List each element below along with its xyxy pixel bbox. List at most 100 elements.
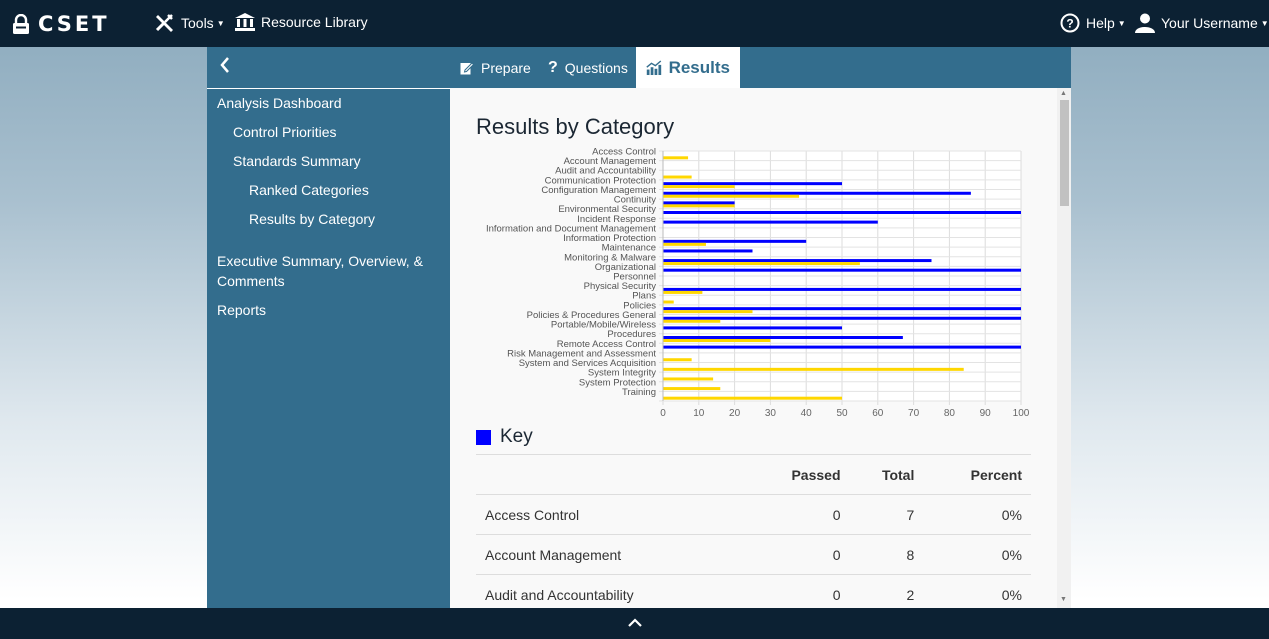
chart-bar-passed bbox=[663, 249, 753, 253]
user-menu[interactable]: Your Username ▼ bbox=[1135, 13, 1269, 33]
row-percent: 0% bbox=[923, 494, 1031, 535]
tab-prepare[interactable]: Prepare bbox=[460, 47, 531, 88]
chart-bar-passed bbox=[663, 239, 807, 243]
results-by-category-chart: 0 10 20 30 40 50 60 70 80 90 100 Access ControlAcco… bbox=[486, 148, 1030, 419]
logo-text: CSET bbox=[38, 11, 110, 36]
chart-x-tick-label: 100 bbox=[1013, 408, 1030, 419]
back-button[interactable] bbox=[219, 55, 231, 81]
chevron-up-icon bbox=[627, 617, 642, 627]
tab-questions[interactable]: ? Questions bbox=[548, 47, 628, 88]
chart-bar-passed bbox=[663, 191, 971, 195]
tools-icon bbox=[155, 14, 173, 32]
chart-category-label: Physical Security bbox=[584, 281, 657, 292]
chart-bar-overall bbox=[663, 204, 735, 208]
page-title: Results by Category bbox=[476, 114, 675, 139]
help-label: Help bbox=[1086, 15, 1115, 31]
results-table: Passed Total Percent Access Control 0 7 … bbox=[476, 454, 1031, 608]
tab-results-label: Results bbox=[668, 57, 730, 77]
chart-category-label: Monitoring & Malware bbox=[564, 252, 656, 263]
chart-category-label: Personnel bbox=[613, 272, 656, 283]
sidebar-item-control-priorities[interactable]: Control Priorities bbox=[233, 124, 337, 140]
help-menu[interactable]: ? Help ▼ bbox=[1060, 13, 1126, 33]
chart-category-label: Configuration Management bbox=[541, 185, 656, 196]
table-header-percent: Percent bbox=[923, 454, 1031, 495]
chart-category-label: Remote Access Control bbox=[557, 339, 656, 350]
chart-bar-passed bbox=[663, 211, 1021, 214]
chart-bar-overall bbox=[663, 310, 753, 314]
cset-logo[interactable]: CSET bbox=[12, 12, 110, 36]
chart-category-label: Maintenance bbox=[602, 243, 656, 254]
resource-library-label: Resource Library bbox=[261, 14, 368, 30]
row-category: Access Control bbox=[476, 494, 746, 535]
content-scrollbar[interactable]: ▲ ▼ bbox=[1057, 88, 1071, 608]
row-total: 7 bbox=[849, 494, 924, 535]
chart-bar-overall bbox=[663, 367, 964, 371]
sidebar-item-reports[interactable]: Reports bbox=[217, 302, 267, 318]
chart-category-label: Policies bbox=[623, 300, 656, 311]
chart-bar-overall bbox=[663, 319, 721, 323]
chart-category-label: Environmental Security bbox=[558, 204, 656, 215]
row-category: Account Management bbox=[476, 534, 746, 575]
chart-x-tick-label: 10 bbox=[693, 408, 705, 419]
chart-bar-overall bbox=[663, 396, 842, 400]
chart-bar-passed bbox=[663, 220, 878, 224]
table-header-passed: Passed bbox=[746, 454, 850, 495]
chart-icon bbox=[646, 59, 662, 75]
row-passed: 0 bbox=[746, 534, 850, 575]
resource-library-link[interactable]: Resource Library bbox=[235, 13, 368, 31]
tools-menu[interactable]: Tools ▼ bbox=[155, 13, 225, 33]
chart-bar-passed bbox=[663, 182, 842, 186]
chart-x-tick-label: 90 bbox=[980, 408, 992, 419]
chart-bar-overall bbox=[663, 387, 721, 391]
chart-bar-overall bbox=[663, 290, 703, 294]
scroll-up-arrow-icon[interactable]: ▲ bbox=[1060, 90, 1067, 97]
chart-bar-overall bbox=[663, 339, 771, 342]
chart-bar-passed bbox=[663, 307, 1021, 311]
sidebar-item-standards-summary[interactable]: Standards Summary bbox=[233, 153, 361, 169]
scroll-thumb[interactable] bbox=[1060, 100, 1069, 206]
row-percent: 0% bbox=[923, 574, 1031, 608]
expand-up-button[interactable] bbox=[627, 615, 643, 633]
row-passed: 0 bbox=[746, 494, 850, 535]
chart-bar-passed bbox=[663, 268, 1021, 272]
chart-bar-overall bbox=[663, 194, 800, 198]
main-container: Prepare ? Questions Results Analysis Das… bbox=[207, 47, 1071, 608]
chart-bar-passed bbox=[663, 336, 903, 339]
chart-category-label: Information and Document Management bbox=[486, 223, 656, 234]
chart-bar-overall bbox=[663, 185, 735, 189]
sidebar-item-results-by-category[interactable]: Results by Category bbox=[249, 211, 376, 227]
tab-results[interactable]: Results bbox=[636, 47, 740, 88]
sidebar-item-ranked-categories[interactable]: Ranked Categories bbox=[249, 182, 369, 198]
bottom-bar bbox=[0, 608, 1269, 639]
sidebar: Analysis Dashboard Control Priorities St… bbox=[207, 88, 450, 608]
key-swatch bbox=[476, 429, 491, 445]
chart-bar-passed bbox=[663, 259, 932, 263]
chevron-left-icon bbox=[220, 57, 229, 73]
username-label: Your Username bbox=[1161, 15, 1258, 31]
chart-category-label: System and Services Acquisition bbox=[519, 358, 656, 369]
sidebar-item-executive-summary-comments[interactable]: Comments bbox=[217, 273, 285, 289]
chart-category-label: Training bbox=[622, 387, 656, 398]
row-total: 2 bbox=[849, 574, 924, 608]
tab-bar: Prepare ? Questions Results bbox=[207, 47, 1071, 88]
key-legend: Key bbox=[476, 426, 533, 448]
chart-bar-passed bbox=[663, 345, 1021, 349]
chart-category-label: Portable/Mobile/Wireless bbox=[551, 320, 656, 331]
scroll-down-arrow-icon[interactable]: ▼ bbox=[1060, 596, 1067, 603]
chart-x-tick-label: 50 bbox=[836, 408, 848, 419]
chart-bar-overall bbox=[663, 300, 674, 304]
svg-text:?: ? bbox=[1066, 17, 1073, 31]
tab-prepare-label: Prepare bbox=[481, 59, 531, 76]
chart-category-label: Organizational bbox=[595, 262, 656, 273]
chart-x-tick-label: 30 bbox=[765, 408, 777, 419]
chart-bar-passed bbox=[663, 316, 1021, 320]
help-icon: ? bbox=[1060, 13, 1080, 33]
lock-icon bbox=[13, 13, 29, 34]
sidebar-item-executive-summary[interactable]: Executive Summary, Overview, & bbox=[217, 253, 423, 269]
chart-category-label: Audit and Accountability bbox=[555, 166, 656, 177]
sidebar-item-analysis-dashboard[interactable]: Analysis Dashboard bbox=[217, 95, 342, 111]
chart-bar-passed bbox=[663, 287, 1021, 291]
question-mark-icon: ? bbox=[548, 58, 558, 76]
chart-bar-overall bbox=[663, 156, 689, 160]
chart-category-label: Plans bbox=[632, 291, 656, 302]
